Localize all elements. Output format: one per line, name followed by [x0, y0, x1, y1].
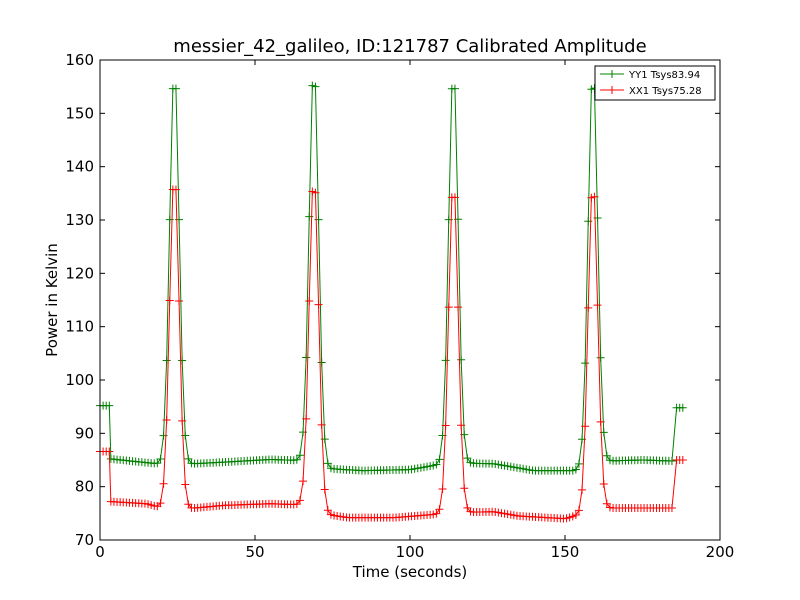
- data-point: [153, 459, 162, 468]
- data-point: [667, 504, 676, 512]
- data-point: [292, 455, 301, 464]
- data-point: [454, 303, 463, 312]
- data-point: [578, 485, 587, 494]
- legend-item: XX1 Tsys75.28: [600, 86, 702, 97]
- data-point: [299, 477, 308, 486]
- data-point: [463, 454, 472, 463]
- series-1: [96, 185, 687, 523]
- data-point: [162, 416, 171, 425]
- data-point: [438, 485, 447, 494]
- data-point: [596, 417, 605, 426]
- x-axis-label: Time (seconds): [352, 563, 468, 581]
- axis-ticks: 0 50 100 150 200 70 80 90 100 110 120 130 140 150 160: [65, 51, 734, 561]
- legend-box: [594, 65, 716, 101]
- data-point: [184, 454, 193, 463]
- data-point: [678, 403, 687, 412]
- data-point: [571, 511, 580, 520]
- data-point: [460, 484, 469, 493]
- data-point: [571, 465, 580, 474]
- y-tick-label: 80: [75, 478, 94, 496]
- data-point: [602, 451, 611, 460]
- data-point: [295, 496, 304, 505]
- legend-marker: [608, 86, 616, 94]
- x-tick-label: 200: [706, 543, 735, 561]
- data-point: [317, 358, 326, 367]
- x-tick-label: 100: [396, 543, 425, 561]
- x-tick-label: 150: [551, 543, 580, 561]
- data-point: [317, 420, 326, 429]
- data-point: [311, 188, 320, 197]
- data-point: [311, 82, 320, 91]
- data-point: [441, 421, 450, 430]
- data-point: [178, 416, 187, 425]
- data-point: [444, 303, 453, 312]
- data-point: [295, 451, 304, 460]
- data-point: [314, 300, 323, 309]
- data-point: [432, 509, 441, 518]
- x-tick-label: 50: [245, 543, 264, 561]
- data-point: [599, 480, 608, 489]
- legend-label: XX1 Tsys75.28: [629, 86, 702, 97]
- data-point: [156, 454, 165, 463]
- legend: YY1 Tsys83.94 XX1 Tsys75.28: [594, 65, 716, 101]
- y-tick-label: 100: [65, 371, 94, 389]
- data-point: [432, 460, 441, 469]
- data-point: [574, 459, 583, 468]
- data-point: [171, 84, 180, 93]
- data-point: [105, 447, 114, 456]
- data-point: [435, 505, 444, 514]
- data-point: [156, 499, 165, 508]
- y-tick-label: 90: [75, 424, 94, 442]
- data-point: [171, 185, 180, 194]
- data-point: [323, 459, 332, 468]
- y-tick-label: 150: [65, 104, 94, 122]
- data-point: [574, 506, 583, 515]
- legend-label: YY1 Tsys83.94: [628, 70, 700, 81]
- y-tick-label: 140: [65, 158, 94, 176]
- data-point: [105, 401, 114, 410]
- y-tick-label: 160: [65, 51, 94, 69]
- y-tick-label: 120: [65, 264, 94, 282]
- data-point: [159, 479, 168, 488]
- y-tick-label: 70: [75, 531, 94, 549]
- y-axis-label: Power in Kelvin: [43, 243, 61, 357]
- data-point: [596, 353, 605, 362]
- data-point: [450, 193, 459, 202]
- data-point: [667, 457, 676, 466]
- data-point: [584, 303, 593, 312]
- data-point: [302, 353, 311, 362]
- data-point: [581, 422, 590, 431]
- data-point: [593, 301, 602, 310]
- x-tick-label: 0: [95, 543, 105, 561]
- data-point: [590, 192, 599, 201]
- data-point: [323, 506, 332, 515]
- data-point: [457, 421, 466, 430]
- data-point: [175, 297, 184, 306]
- data-point: [441, 356, 450, 365]
- data-point: [162, 356, 171, 365]
- data-point: [581, 359, 590, 368]
- data-point: [305, 297, 314, 306]
- data-point: [435, 455, 444, 464]
- legend-marker: [608, 70, 616, 78]
- plot-area: [96, 81, 687, 523]
- data-point: [302, 414, 311, 423]
- data-point: [320, 485, 329, 494]
- legend-item: YY1 Tsys83.94: [600, 70, 700, 81]
- y-tick-label: 110: [65, 318, 94, 336]
- chart-title: messier_42_galileo, ID:121787 Calibrated…: [173, 36, 646, 57]
- data-point: [450, 84, 459, 93]
- data-point: [678, 456, 687, 464]
- data-point: [181, 480, 190, 489]
- data-point: [178, 356, 187, 365]
- data-point: [165, 296, 174, 305]
- data-point: [457, 355, 466, 364]
- y-tick-label: 130: [65, 211, 94, 229]
- series-0: [96, 81, 687, 475]
